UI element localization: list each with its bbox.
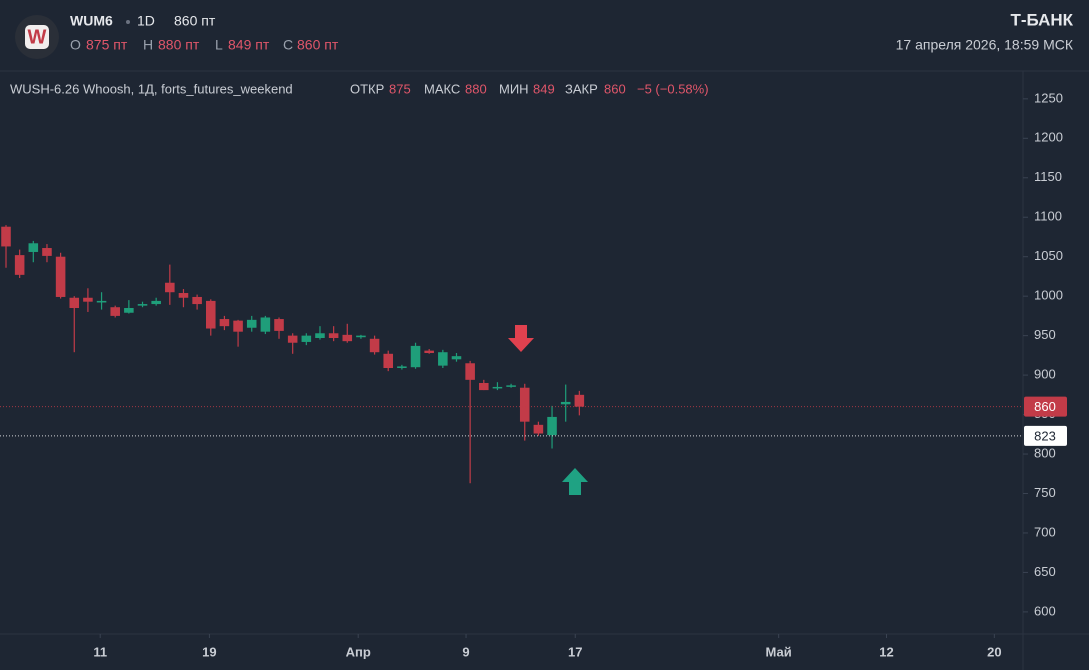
legend-change: −5 (−0.58%) xyxy=(637,81,709,96)
candle-body xyxy=(287,335,298,343)
brand: Т‑БАНК xyxy=(1010,10,1073,29)
ohlc-value: 860 пт xyxy=(297,37,339,53)
candle-body xyxy=(165,282,175,293)
legend-value: 860 xyxy=(604,81,626,96)
interval: 1D xyxy=(137,13,155,29)
candle-body xyxy=(274,319,284,331)
candle-body xyxy=(383,353,394,368)
x-tick-label: Апр xyxy=(346,644,371,659)
candle-body xyxy=(424,350,434,353)
ohlc-key: C xyxy=(283,37,293,53)
legend-title: WUSH-6.26 Whoosh, 1Д, forts_futures_week… xyxy=(10,81,293,96)
price: 860 пт xyxy=(174,13,216,29)
candle-body xyxy=(42,248,52,256)
sell-arrow xyxy=(508,325,534,352)
candle-body xyxy=(451,356,462,360)
y-tick-label: 1000 xyxy=(1034,288,1063,303)
legend-value: 875 xyxy=(389,81,411,96)
y-tick-label: 1250 xyxy=(1034,90,1063,105)
candle-body xyxy=(246,319,257,328)
candle-body xyxy=(547,416,557,436)
y-tick-label: 1100 xyxy=(1034,209,1062,224)
logo-tile xyxy=(25,25,49,49)
candle-body xyxy=(83,297,93,302)
candle-body xyxy=(506,385,516,387)
ohlc-value: 880 пт xyxy=(158,37,200,53)
candle-body xyxy=(110,307,120,316)
ohlc-key: L xyxy=(215,37,223,53)
candle-body xyxy=(560,401,571,405)
candle-body xyxy=(219,319,230,327)
candle-body xyxy=(55,256,66,297)
candle-body xyxy=(1,226,11,247)
ohlc-value: 875 пт xyxy=(86,37,128,53)
candle-body xyxy=(260,317,271,332)
y-tick-label: 650 xyxy=(1034,564,1056,579)
candle-body xyxy=(178,293,189,298)
y-tick-label: 700 xyxy=(1034,524,1056,539)
y-tick-label: 1200 xyxy=(1034,130,1063,145)
logo-text: W xyxy=(28,26,47,48)
x-tick-label: 19 xyxy=(202,644,216,659)
candle-body xyxy=(438,352,448,366)
candle-body xyxy=(233,320,243,332)
y-tick-label: 950 xyxy=(1034,327,1056,342)
y-tick-label: 800 xyxy=(1034,445,1056,460)
candle-body xyxy=(465,363,475,380)
candle-body xyxy=(205,300,216,329)
candle-body xyxy=(124,308,134,313)
x-tick-label: 12 xyxy=(879,644,893,659)
candle-body xyxy=(369,338,380,353)
y-tick-label: 600 xyxy=(1034,603,1056,618)
candle-body xyxy=(301,335,312,342)
datetime: 17 апреля 2026, 18:59 МСК xyxy=(896,37,1074,53)
ohlc-key: H xyxy=(143,37,153,53)
candle-body xyxy=(479,382,489,391)
candle-body xyxy=(519,387,530,422)
separator-dot xyxy=(126,20,130,24)
candle-body xyxy=(69,297,80,309)
x-tick-label: Май xyxy=(766,644,792,659)
candle-body xyxy=(14,255,25,275)
candle-body xyxy=(410,345,421,368)
legend-key: МАКС xyxy=(424,81,460,96)
candle-body xyxy=(151,300,161,305)
candle-body xyxy=(356,335,366,338)
legend-key: МИН xyxy=(499,81,529,96)
price-label-box xyxy=(1024,396,1067,417)
legend-value: 849 xyxy=(533,81,555,96)
candle-body xyxy=(28,243,39,252)
candle-body xyxy=(328,333,339,339)
y-tick-label: 750 xyxy=(1034,485,1056,500)
x-tick-label: 20 xyxy=(987,644,1001,659)
x-tick-label: 11 xyxy=(93,644,107,659)
candle-body xyxy=(397,366,407,368)
legend-key: ЗАКР xyxy=(565,81,598,96)
y-tick-label: 900 xyxy=(1034,367,1056,382)
candle-body xyxy=(574,394,585,407)
price-label: 860 xyxy=(1034,399,1056,414)
candle-body xyxy=(192,296,202,305)
x-tick-label: 17 xyxy=(568,644,582,659)
candle-body xyxy=(342,334,353,342)
plot: 6006507007508008509009501000105011001150… xyxy=(0,90,1067,659)
candle-body xyxy=(492,386,503,389)
candle-body xyxy=(137,304,148,306)
ticker: WUM6 xyxy=(70,13,113,29)
legend-key: ОТКР xyxy=(350,81,384,96)
price-label: 823 xyxy=(1034,428,1056,443)
ohlc-key: O xyxy=(70,37,81,53)
price-label-box xyxy=(1024,425,1067,446)
y-tick-label: 1150 xyxy=(1034,169,1062,184)
legend-value: 880 xyxy=(465,81,487,96)
buy-arrow xyxy=(562,468,588,495)
ohlc-value: 849 пт xyxy=(228,37,270,53)
y-tick-label: 1050 xyxy=(1034,248,1063,263)
candle-body xyxy=(315,333,325,339)
x-tick-label: 9 xyxy=(462,644,469,659)
candle-body xyxy=(96,300,107,303)
candle-body xyxy=(533,424,544,434)
